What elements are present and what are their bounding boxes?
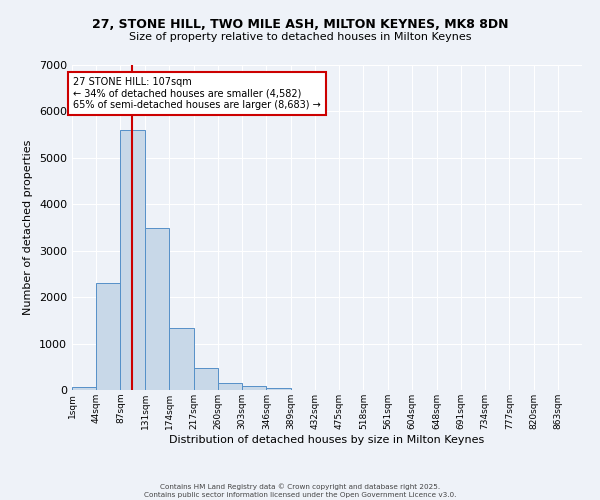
Bar <box>194 368 218 390</box>
Bar <box>218 382 242 390</box>
Bar <box>72 387 96 390</box>
X-axis label: Distribution of detached houses by size in Milton Keynes: Distribution of detached houses by size … <box>169 434 485 444</box>
Bar <box>266 388 290 390</box>
Y-axis label: Number of detached properties: Number of detached properties <box>23 140 34 315</box>
Text: 27 STONE HILL: 107sqm
← 34% of detached houses are smaller (4,582)
65% of semi-d: 27 STONE HILL: 107sqm ← 34% of detached … <box>73 76 321 110</box>
Bar <box>169 328 194 390</box>
Text: 27, STONE HILL, TWO MILE ASH, MILTON KEYNES, MK8 8DN: 27, STONE HILL, TWO MILE ASH, MILTON KEY… <box>92 18 508 30</box>
Bar <box>121 130 145 390</box>
Bar <box>145 228 169 390</box>
Bar <box>242 386 266 390</box>
Text: Size of property relative to detached houses in Milton Keynes: Size of property relative to detached ho… <box>129 32 471 42</box>
Text: Contains HM Land Registry data © Crown copyright and database right 2025.
Contai: Contains HM Land Registry data © Crown c… <box>144 484 456 498</box>
Bar <box>96 283 121 390</box>
